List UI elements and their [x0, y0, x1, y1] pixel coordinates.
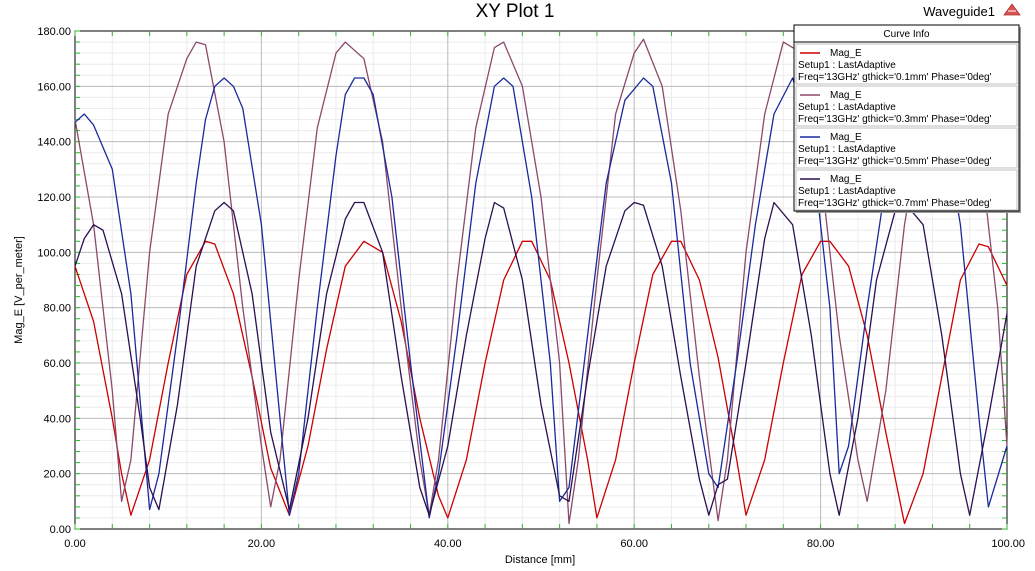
y-tick-label: 140.00	[37, 137, 71, 149]
y-tick-label: 40.00	[43, 413, 71, 425]
legend-series-name: Mag_E	[830, 132, 862, 143]
legend-series-setup: Setup1 : LastAdaptive	[798, 60, 896, 71]
x-tick-label: 20.00	[248, 538, 276, 550]
legend-series-params: Freq='13GHz' gthick='0.5mm' Phase='0deg'	[798, 156, 992, 167]
series-line-2	[74, 38, 1008, 525]
legend-series-params: Freq='13GHz' gthick='0.7mm' Phase='0deg'	[798, 198, 992, 209]
legend-entry[interactable]	[795, 43, 1018, 85]
series-layer	[74, 38, 1008, 525]
x-tick-labels: 0.00 20.00 40.00 60.00 80.00 100.00	[64, 538, 1025, 550]
legend-title: Curve Info	[883, 29, 930, 40]
x-tick-label: 80.00	[807, 538, 835, 550]
plot-frame	[74, 30, 1008, 530]
y-tick-label: 60.00	[43, 358, 71, 370]
series-line-3	[74, 77, 1008, 519]
chart-title: XY Plot 1	[476, 1, 555, 22]
y-tick-label: 80.00	[43, 303, 71, 315]
x-tick-label: 40.00	[434, 538, 462, 550]
legend-series-setup: Setup1 : LastAdaptive	[798, 144, 896, 155]
series-line-1	[74, 240, 1008, 525]
legend-series-setup: Setup1 : LastAdaptive	[798, 186, 896, 197]
legend-series-name: Mag_E	[830, 48, 862, 59]
x-axis-label: Distance [mm]	[505, 554, 575, 566]
legend-entry[interactable]	[795, 127, 1018, 169]
legend-series-setup: Setup1 : LastAdaptive	[798, 102, 896, 113]
legend-entry[interactable]	[795, 169, 1018, 211]
y-tick-label: 120.00	[37, 192, 71, 204]
design-name: Waveguide1	[923, 4, 995, 19]
legend-series-name: Mag_E	[830, 90, 862, 101]
series-line-4	[74, 201, 1008, 516]
legend-series-params: Freq='13GHz' gthick='0.1mm' Phase='0deg'	[798, 72, 992, 83]
ansys-logo-icon	[1003, 3, 1021, 16]
legend-series-name: Mag_E	[830, 174, 862, 185]
x-tick-label: 0.00	[64, 538, 85, 550]
y-axis-label: Mag_E [V_per_meter]	[13, 236, 25, 344]
x-tick-label: 60.00	[620, 538, 648, 550]
legend-series-params: Freq='13GHz' gthick='0.3mm' Phase='0deg'	[798, 114, 992, 125]
y-tick-label: 160.00	[37, 81, 71, 93]
y-tick-label: 100.00	[37, 247, 71, 259]
y-tick-label: 0.00	[50, 524, 71, 536]
y-tick-label: 180.00	[37, 26, 71, 38]
legend-entry[interactable]	[795, 85, 1018, 127]
y-tick-label: 20.00	[43, 469, 71, 481]
x-tick-label: 100.00	[991, 538, 1025, 550]
y-tick-labels: 0.00 20.00 40.00 60.00 80.00 100.00 120.00 140.…	[37, 26, 71, 536]
